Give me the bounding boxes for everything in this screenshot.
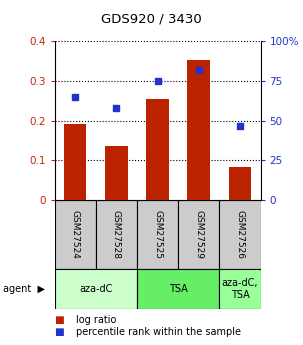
Text: ■: ■ <box>55 315 64 325</box>
Bar <box>229 167 251 200</box>
Bar <box>64 124 86 200</box>
Text: ■: ■ <box>55 327 64 337</box>
Text: agent  ▶: agent ▶ <box>3 284 45 294</box>
Bar <box>55 269 137 309</box>
Text: GSM27526: GSM27526 <box>235 210 245 259</box>
Text: GDS920 / 3430: GDS920 / 3430 <box>101 12 202 25</box>
Bar <box>219 269 261 309</box>
Bar <box>105 146 128 200</box>
Text: GSM27525: GSM27525 <box>153 210 162 259</box>
Bar <box>146 99 169 200</box>
Text: aza-dC,
TSA: aza-dC, TSA <box>222 278 258 300</box>
Text: GSM27529: GSM27529 <box>194 210 203 259</box>
Bar <box>137 269 219 309</box>
Bar <box>137 200 178 269</box>
Text: GSM27524: GSM27524 <box>71 210 80 259</box>
Bar <box>178 200 219 269</box>
Text: TSA: TSA <box>169 284 188 294</box>
Bar <box>219 200 261 269</box>
Text: aza-dC: aza-dC <box>79 284 112 294</box>
Bar <box>96 200 137 269</box>
Bar <box>55 200 96 269</box>
Text: GSM27528: GSM27528 <box>112 210 121 259</box>
Text: log ratio: log ratio <box>76 315 116 325</box>
Text: percentile rank within the sample: percentile rank within the sample <box>76 327 241 337</box>
Bar <box>188 60 210 200</box>
